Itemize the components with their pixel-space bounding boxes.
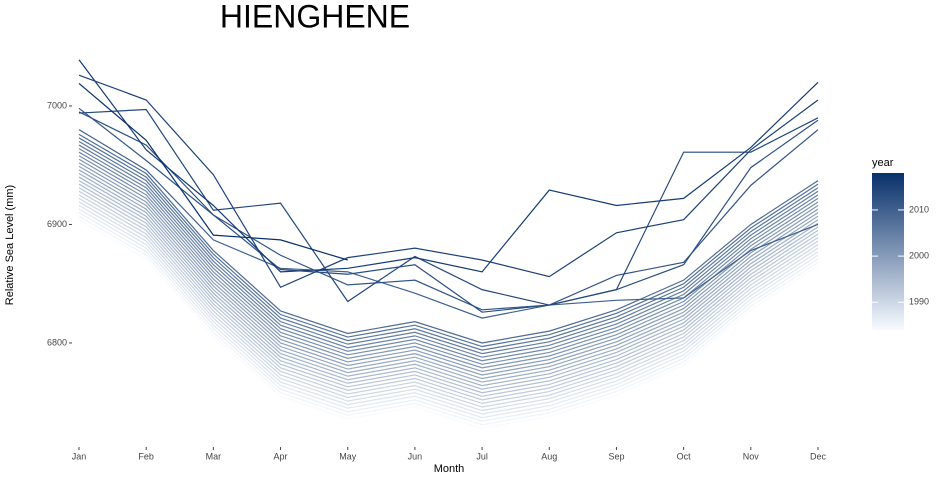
series-line: [78, 162, 819, 373]
x-tick-label: Feb: [138, 451, 154, 461]
y-tick-label: 6800: [47, 337, 67, 347]
y-axis-label: Relative Sea Level (mm): [4, 185, 16, 305]
series-line: [78, 59, 819, 273]
colorbar-label: 2000: [909, 250, 929, 260]
x-tick-label: Sep: [608, 451, 624, 461]
x-tick-label: Nov: [743, 451, 760, 461]
series-line: [78, 74, 819, 289]
series-line: [78, 148, 819, 358]
chart-title: HIENGHENE: [220, 0, 410, 34]
colorbar-label: 1990: [909, 297, 929, 307]
series-line: [78, 129, 819, 319]
series-line: [78, 219, 819, 429]
colorbar: [872, 173, 904, 330]
x-tick-label: May: [339, 451, 357, 461]
series-line: [78, 208, 819, 419]
x-tick-label: Jun: [408, 451, 423, 461]
series-line: [78, 187, 819, 397]
series-line: [78, 172, 819, 383]
series-line: [78, 176, 819, 387]
x-tick-label: Mar: [206, 451, 222, 461]
series-line: [78, 197, 819, 408]
series-line: [78, 194, 819, 405]
series-line: [78, 183, 819, 394]
series-line: [78, 82, 348, 261]
series-line: [78, 111, 819, 313]
series-line: [78, 215, 819, 426]
series-line: [78, 204, 819, 415]
series-line: [78, 151, 819, 362]
colorbar-label: 2010: [909, 204, 929, 214]
series-line: [78, 180, 819, 390]
series-line: [78, 201, 819, 412]
x-axis-label: Month: [434, 463, 465, 475]
x-tick-label: Oct: [677, 451, 692, 461]
series-line: [78, 108, 819, 306]
series-line: [78, 137, 819, 348]
series-line: [78, 212, 819, 422]
y-tick-label: 6900: [47, 219, 67, 229]
series-line: [78, 133, 819, 344]
series-line: [78, 190, 819, 401]
series-line: [78, 169, 819, 380]
legend-title: year: [872, 157, 894, 169]
x-tick-label: Apr: [274, 451, 288, 461]
x-tick-label: Aug: [541, 451, 557, 461]
y-tick-label: 7000: [47, 100, 67, 110]
x-tick-label: Dec: [810, 451, 827, 461]
x-tick-label: Jul: [476, 451, 488, 461]
series-line: [78, 140, 819, 351]
series-line: [78, 158, 819, 369]
series-line: [78, 165, 819, 376]
series-line: [78, 144, 819, 355]
series-line: [78, 155, 819, 365]
x-tick-label: Jan: [72, 451, 87, 461]
